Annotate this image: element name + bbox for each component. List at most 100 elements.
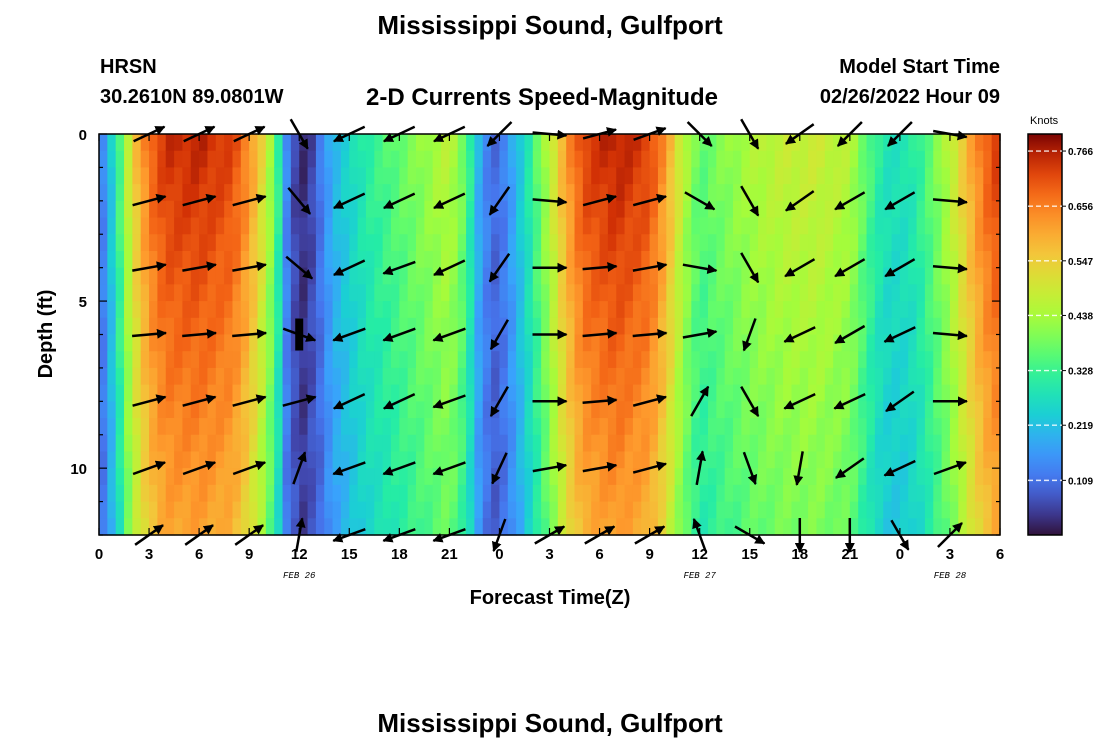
heatmap-cell	[524, 250, 534, 269]
heatmap-cell	[199, 418, 209, 436]
heatmap-cell	[207, 334, 217, 352]
heatmap-cell	[699, 184, 709, 202]
heatmap-cell	[115, 150, 125, 169]
heatmap-cell	[908, 367, 918, 386]
heatmap-cell	[624, 217, 634, 235]
heatmap-cell	[532, 468, 542, 486]
heatmap-cell	[357, 234, 367, 252]
heatmap-cell	[974, 401, 984, 419]
heatmap-cell	[624, 284, 634, 302]
current-arrow	[382, 327, 416, 342]
heatmap-cell	[107, 401, 117, 419]
heatmap-cell	[290, 401, 300, 419]
heatmap-cell	[616, 484, 626, 503]
heatmap-cell	[607, 317, 617, 336]
heatmap-cell	[315, 301, 325, 319]
heatmap-cell	[382, 367, 392, 386]
heatmap-cell	[883, 418, 893, 436]
heatmap-cell	[841, 484, 851, 503]
heatmap-cell	[557, 184, 567, 202]
heatmap-cell	[607, 167, 617, 185]
heatmap-cell	[983, 418, 993, 436]
current-arrow	[684, 191, 716, 211]
heatmap-cell	[174, 334, 184, 352]
heatmap-cell	[666, 451, 676, 469]
heatmap-cell	[899, 501, 909, 519]
heatmap-cell	[274, 234, 284, 252]
current-arrow	[532, 196, 568, 207]
heatmap-cell	[99, 451, 108, 469]
heatmap-cell	[365, 384, 375, 402]
heatmap-cell	[432, 317, 442, 336]
heatmap-cell	[107, 434, 117, 453]
heatmap-cell	[232, 284, 242, 302]
heatmap-cell	[766, 484, 776, 503]
heatmap-cell	[741, 200, 751, 219]
heatmap-cell	[858, 334, 868, 352]
heatmap-cell	[866, 434, 876, 453]
heatmap-cell	[858, 501, 868, 519]
heatmap-cell	[891, 434, 901, 453]
current-arrow	[833, 392, 866, 410]
heatmap-cell	[557, 468, 567, 486]
heatmap-cell	[424, 184, 434, 202]
heatmap-cell	[557, 217, 567, 235]
heatmap-cell	[557, 367, 567, 386]
current-arrow	[132, 261, 167, 272]
heatmap-cell	[232, 334, 242, 352]
heatmap-cell	[991, 418, 1001, 436]
heatmap-cell	[190, 184, 200, 202]
heatmap-cell	[983, 434, 993, 453]
heatmap-cell	[549, 418, 559, 436]
heatmap-cell	[924, 451, 934, 469]
heatmap-cell	[265, 501, 275, 519]
heatmap-cell	[841, 451, 851, 469]
heatmap-cell	[874, 451, 884, 469]
heatmap-cell	[282, 451, 292, 469]
heatmap-cell	[507, 418, 517, 436]
heatmap-cell	[866, 184, 876, 202]
heatmap-cell	[232, 451, 242, 469]
heatmap-cell	[99, 351, 108, 369]
heatmap-cell	[924, 217, 934, 235]
y-tick-label: 5	[79, 294, 87, 311]
heatmap-cell	[482, 234, 492, 252]
heatmap-cell	[190, 167, 200, 185]
heatmap-cell	[674, 150, 684, 169]
heatmap-cell	[816, 317, 826, 336]
heatmap-cell	[324, 234, 334, 252]
heatmap-cell	[741, 518, 751, 536]
heatmap-cell	[632, 301, 642, 319]
heatmap-cell	[140, 284, 150, 302]
heatmap-cell	[424, 501, 434, 519]
heatmap-cell	[357, 484, 367, 503]
heatmap-cell	[340, 418, 350, 436]
heatmap-cell	[516, 250, 526, 269]
heatmap-cell	[833, 384, 843, 402]
heatmap-cell	[432, 334, 442, 352]
heatmap-cell	[632, 134, 642, 152]
heatmap-cell	[315, 484, 325, 503]
heatmap-cell	[866, 367, 876, 386]
heatmap-cell	[616, 501, 626, 519]
heatmap-cell	[491, 351, 501, 369]
heatmap-cell	[340, 351, 350, 369]
heatmap-cell	[324, 518, 334, 536]
heatmap-cell	[474, 184, 484, 202]
heatmap-cell	[766, 401, 776, 419]
heatmap-cell	[174, 418, 184, 436]
heatmap-cell	[933, 384, 943, 402]
heatmap-cell	[708, 501, 717, 519]
heatmap-cell	[983, 234, 993, 252]
heatmap-cell	[958, 418, 968, 436]
heatmap-cell	[282, 234, 292, 252]
heatmap-cell	[649, 334, 659, 352]
heatmap-cell	[607, 284, 617, 302]
heatmap-cell	[674, 401, 684, 419]
heatmap-cell	[716, 468, 726, 486]
heatmap-cell	[774, 234, 784, 252]
heatmap-cell	[365, 518, 375, 536]
heatmap-cell	[190, 518, 200, 536]
heatmap-cell	[741, 134, 751, 152]
heatmap-cell	[157, 351, 167, 369]
